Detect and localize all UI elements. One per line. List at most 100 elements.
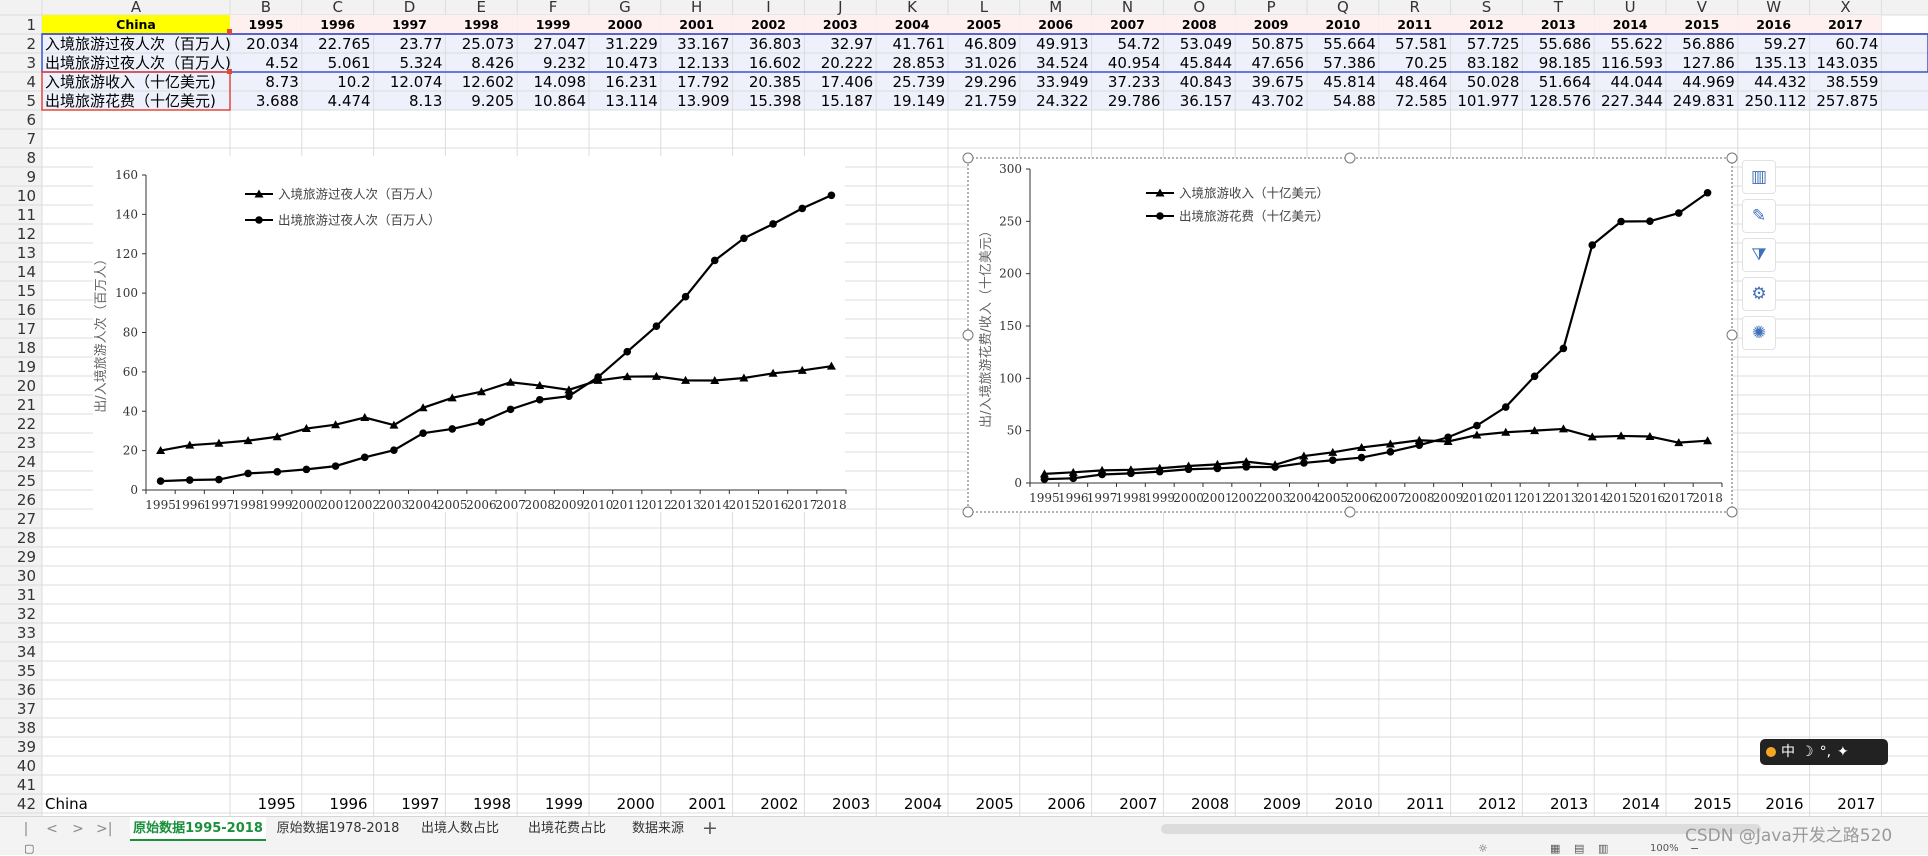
row-header[interactable]: 38: [17, 719, 36, 737]
row-header[interactable]: 31: [17, 586, 36, 604]
data-cell[interactable]: 45.814: [1323, 73, 1376, 91]
chart-settings-icon[interactable]: ⚙: [1742, 277, 1776, 311]
data-cell[interactable]: 31.026: [964, 54, 1017, 72]
data-cell[interactable]: 98.185: [1539, 54, 1592, 72]
data-cell[interactable]: 135.13: [1754, 54, 1807, 72]
column-header[interactable]: B: [261, 0, 271, 16]
data-cell[interactable]: 24.322: [1036, 92, 1089, 110]
data-cell[interactable]: 13.114: [605, 92, 658, 110]
zoom-out-icon[interactable]: −: [1690, 842, 1700, 855]
data-cell[interactable]: 39.675: [1252, 73, 1305, 91]
sheet-tab[interactable]: 原始数据1995-2018: [130, 817, 266, 841]
year-header-cell[interactable]: 2010: [1326, 17, 1361, 32]
data-cell[interactable]: 22.765: [318, 35, 371, 53]
data-cell[interactable]: 33.949: [1036, 73, 1089, 91]
macro-record-icon[interactable]: ▢: [24, 842, 35, 855]
column-header[interactable]: M: [1049, 0, 1062, 16]
year-header-cell[interactable]: 2008: [1182, 17, 1217, 32]
data-cell[interactable]: 128.576: [1529, 92, 1591, 110]
data-cell[interactable]: 25.073: [462, 35, 515, 53]
ime-moon-icon[interactable]: ☽: [1801, 744, 1814, 760]
data-cell[interactable]: 14.098: [534, 73, 587, 91]
selection-handle[interactable]: [227, 69, 232, 74]
data-cell[interactable]: 127.86: [1682, 54, 1735, 72]
row-header[interactable]: 1: [26, 16, 36, 34]
row-header[interactable]: 24: [17, 453, 36, 471]
column-header[interactable]: N: [1122, 0, 1133, 16]
data-cell[interactable]: 28.853: [893, 54, 946, 72]
year-header-cell[interactable]: 2000: [608, 17, 643, 32]
row42-year-cell[interactable]: 2001: [688, 795, 726, 813]
data-cell[interactable]: 36.157: [1180, 92, 1233, 110]
data-cell[interactable]: 8.13: [409, 92, 442, 110]
row42-year-cell[interactable]: 2014: [1622, 795, 1660, 813]
data-cell[interactable]: 9.205: [471, 92, 514, 110]
data-cell[interactable]: 143.035: [1816, 54, 1878, 72]
row-header[interactable]: 28: [17, 529, 36, 547]
year-header-cell[interactable]: 2003: [823, 17, 858, 32]
sheet-tab[interactable]: 出境人数占比: [420, 821, 499, 836]
row-header[interactable]: 33: [17, 624, 36, 642]
row-label-cell[interactable]: 出境旅游花费（十亿美元): [45, 92, 216, 110]
data-cell[interactable]: 36.803: [749, 35, 802, 53]
row42-year-cell[interactable]: 2006: [1047, 795, 1085, 813]
data-cell[interactable]: 60.74: [1835, 35, 1878, 53]
row-label-cell[interactable]: 入境旅游过夜人次（百万人): [45, 35, 231, 53]
data-cell[interactable]: 25.739: [893, 73, 946, 91]
data-cell[interactable]: 4.52: [265, 54, 298, 72]
row-header[interactable]: 27: [17, 510, 36, 528]
column-header[interactable]: E: [477, 0, 486, 16]
row42-year-cell[interactable]: 2017: [1837, 795, 1875, 813]
scrollbar-thumb[interactable]: [1161, 824, 1761, 834]
column-header[interactable]: H: [691, 0, 702, 16]
data-cell[interactable]: 44.432: [1754, 73, 1807, 91]
selection-handle[interactable]: [227, 29, 232, 34]
data-cell[interactable]: 12.074: [390, 73, 443, 91]
data-cell[interactable]: 57.725: [1467, 35, 1520, 53]
ime-tool-icon[interactable]: ✦: [1837, 744, 1849, 760]
column-header[interactable]: V: [1697, 0, 1708, 16]
data-cell[interactable]: 57.386: [1323, 54, 1376, 72]
column-header[interactable]: X: [1840, 0, 1850, 16]
data-cell[interactable]: 55.686: [1539, 35, 1592, 53]
column-header[interactable]: S: [1482, 0, 1492, 16]
row42-year-cell[interactable]: 1999: [545, 795, 583, 813]
year-header-cell[interactable]: 1999: [536, 17, 571, 32]
year-header-cell[interactable]: 2001: [679, 17, 714, 32]
data-cell[interactable]: 20.222: [821, 54, 874, 72]
data-cell[interactable]: 23.77: [399, 35, 442, 53]
data-cell[interactable]: 49.913: [1036, 35, 1089, 53]
chart-filter-icon[interactable]: ⧩: [1742, 238, 1776, 272]
column-header[interactable]: O: [1193, 0, 1205, 16]
data-cell[interactable]: 9.232: [543, 54, 586, 72]
column-header[interactable]: I: [766, 0, 770, 16]
data-cell[interactable]: 20.385: [749, 73, 802, 91]
row-header[interactable]: 2: [26, 35, 36, 53]
data-cell[interactable]: 47.656: [1252, 54, 1305, 72]
data-cell[interactable]: 46.809: [964, 35, 1017, 53]
row-header[interactable]: 5: [26, 92, 36, 110]
sheet-tab[interactable]: 出境花费占比: [527, 821, 606, 836]
data-cell[interactable]: 44.044: [1611, 73, 1664, 91]
row-header[interactable]: 36: [17, 681, 36, 699]
row-header[interactable]: 37: [17, 700, 36, 718]
column-header[interactable]: J: [837, 0, 842, 16]
year-header-cell[interactable]: 2011: [1397, 17, 1432, 32]
data-cell[interactable]: 45.844: [1180, 54, 1233, 72]
data-cell[interactable]: 56.886: [1682, 35, 1735, 53]
data-cell[interactable]: 43.702: [1252, 92, 1305, 110]
column-header[interactable]: U: [1625, 0, 1636, 16]
chart-ideas-icon[interactable]: ✺: [1742, 316, 1776, 350]
row42-year-cell[interactable]: 2015: [1694, 795, 1732, 813]
chart-style-icon[interactable]: ✎: [1742, 199, 1776, 233]
row-header[interactable]: 18: [17, 339, 36, 357]
row42-year-cell[interactable]: 2013: [1550, 795, 1588, 813]
year-header-cell[interactable]: 1998: [464, 17, 499, 32]
data-cell[interactable]: 38.559: [1826, 73, 1879, 91]
row-header[interactable]: 22: [17, 415, 36, 433]
year-header-cell[interactable]: 2014: [1613, 17, 1648, 32]
row-header[interactable]: 35: [17, 662, 36, 680]
row42-year-cell[interactable]: 2003: [832, 795, 870, 813]
data-cell[interactable]: 29.296: [964, 73, 1017, 91]
corner-cell[interactable]: China: [116, 17, 156, 32]
